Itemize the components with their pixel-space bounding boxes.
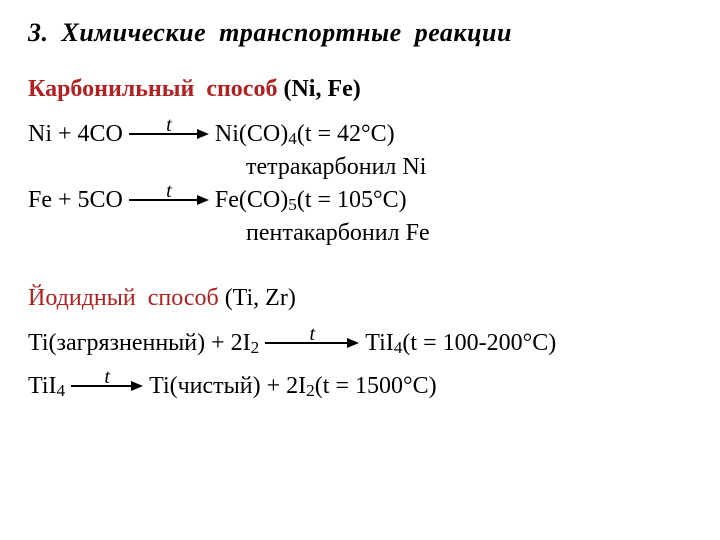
rx3-right-tail: (t = 100-200°C) <box>402 326 556 361</box>
rx3-right-sub: 4 <box>394 335 403 360</box>
arrow-icon: t <box>71 381 143 391</box>
section1-title-red: Карбонильный способ <box>28 76 277 102</box>
section2-title-tail: (Ti, Zr) <box>219 285 296 311</box>
section1-title: Карбонильный способ (Ni, Fe) <box>28 76 692 103</box>
reaction-4: TiI4 t Ti(чистый) + 2I2 (t = 1500°C) <box>28 369 692 404</box>
arrow-label: t <box>71 367 143 387</box>
section2-title-red: Йодидный способ <box>28 285 219 311</box>
rx1-right-sub: 4 <box>288 126 297 151</box>
rx1-right-pre: Ni(CO) <box>215 117 288 152</box>
rx4-left-sub: 4 <box>56 378 65 403</box>
rx2-right-sub: 5 <box>288 192 297 217</box>
rx4-mid-sub: 2 <box>306 378 315 403</box>
rx4-mid-pre: Ti(чистый) + 2I <box>149 369 306 404</box>
reaction-2-name: пентакарбонил Fe <box>28 218 692 249</box>
rx3-right-pre: TiI <box>365 326 393 361</box>
reaction-2: Fe + 5CO t Fe(CO)5 (t = 105°C) <box>28 183 692 218</box>
arrow-icon: t <box>129 195 209 205</box>
reaction-3: Ti(загрязненный) + 2I2 t TiI4 (t = 100-2… <box>28 326 692 361</box>
rx1-left: Ni + 4CO <box>28 117 123 152</box>
rx1-right-tail: (t = 42°C) <box>297 117 395 152</box>
spacer <box>28 257 692 285</box>
slide-content: 3. Химические транспортные реакции Карбо… <box>0 0 720 422</box>
rx4-tail: (t = 1500°C) <box>315 369 437 404</box>
rx3-left-pre: Ti(загрязненный) + 2I <box>28 326 251 361</box>
rx2-right-pre: Fe(CO) <box>215 183 288 218</box>
rx3-left-sub: 2 <box>251 335 260 360</box>
reaction-1: Ni + 4CO t Ni(CO)4 (t = 42°C) <box>28 117 692 152</box>
arrow-icon: t <box>129 129 209 139</box>
section1-title-tail: (Ni, Fe) <box>277 76 360 102</box>
rx2-left: Fe + 5CO <box>28 183 123 218</box>
arrow-icon: t <box>265 338 359 348</box>
arrow-label: t <box>129 181 209 201</box>
rx2-right-tail: (t = 105°C) <box>297 183 407 218</box>
slide-heading: 3. Химические транспортные реакции <box>28 18 692 48</box>
reaction-1-name: тетракарбонил Ni <box>28 152 692 183</box>
rx4-left-pre: TiI <box>28 369 56 404</box>
arrow-label: t <box>129 115 209 135</box>
arrow-label: t <box>265 324 359 344</box>
section2-title: Йодидный способ (Ti, Zr) <box>28 285 692 312</box>
